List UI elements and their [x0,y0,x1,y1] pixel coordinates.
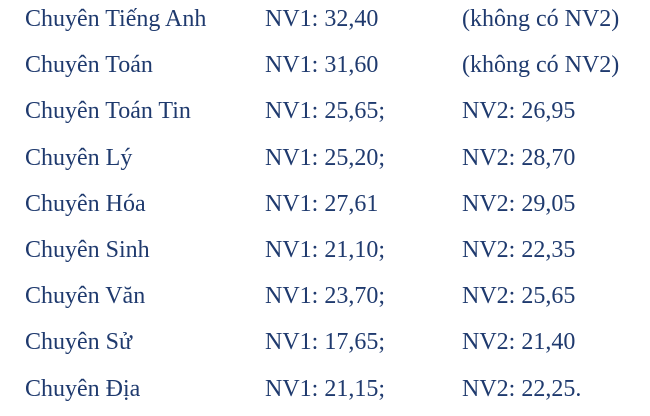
nv2-score: (không có NV2) [462,52,620,79]
score-row: Chuyên Sinh NV1: 21,10; NV2: 22,35 [0,227,650,273]
nv2-score: NV2: 26,95 [462,98,576,125]
score-row: Chuyên Hóa NV1: 27,61 NV2: 29,05 [0,181,650,227]
nv2-score: (không có NV2) [462,6,620,32]
subject-label: Chuyên Tiếng Anh [25,6,207,32]
subject-label: Chuyên Địa [25,375,141,402]
score-row: Chuyên Sử NV1: 17,65; NV2: 21,40 [0,319,650,365]
score-row: Chuyên Văn NV1: 23,70; NV2: 25,65 [0,273,650,319]
nv1-score: NV1: 32,40 [265,6,379,32]
subject-label: Chuyên Sinh [25,236,150,263]
nv1-score: NV1: 31,60 [265,52,379,79]
score-row: Chuyên Lý NV1: 25,20; NV2: 28,70 [0,135,650,181]
nv2-score: NV2: 22,35 [462,236,576,263]
nv1-score: NV1: 23,70; [265,283,385,310]
score-row: Chuyên Địa NV1: 21,15; NV2: 22,25. [0,366,650,412]
nv1-score: NV1: 21,15; [265,375,385,402]
nv2-score: NV2: 28,70 [462,144,576,171]
score-row: Chuyên Toán Tin NV1: 25,65; NV2: 26,95 [0,88,650,134]
nv1-score: NV1: 25,20; [265,144,385,171]
nv1-score: NV1: 25,65; [265,98,385,125]
score-row: Chuyên Tiếng Anh NV1: 32,40 (không có NV2) [0,0,650,42]
nv1-score: NV1: 17,65; [265,329,385,356]
nv1-score: NV1: 21,10; [265,236,385,263]
nv2-score: NV2: 21,40 [462,329,576,356]
nv2-score: NV2: 29,05 [462,190,576,217]
nv2-score: NV2: 22,25. [462,375,582,402]
nv2-score: NV2: 25,65 [462,283,576,310]
subject-label: Chuyên Hóa [25,190,146,217]
score-row: Chuyên Toán NV1: 31,60 (không có NV2) [0,42,650,88]
subject-label: Chuyên Toán Tin [25,98,191,125]
subject-label: Chuyên Sử [25,329,133,356]
nv1-score: NV1: 27,61 [265,190,379,217]
subject-label: Chuyên Toán [25,52,153,79]
subject-label: Chuyên Văn [25,283,146,310]
subject-label: Chuyên Lý [25,144,133,171]
